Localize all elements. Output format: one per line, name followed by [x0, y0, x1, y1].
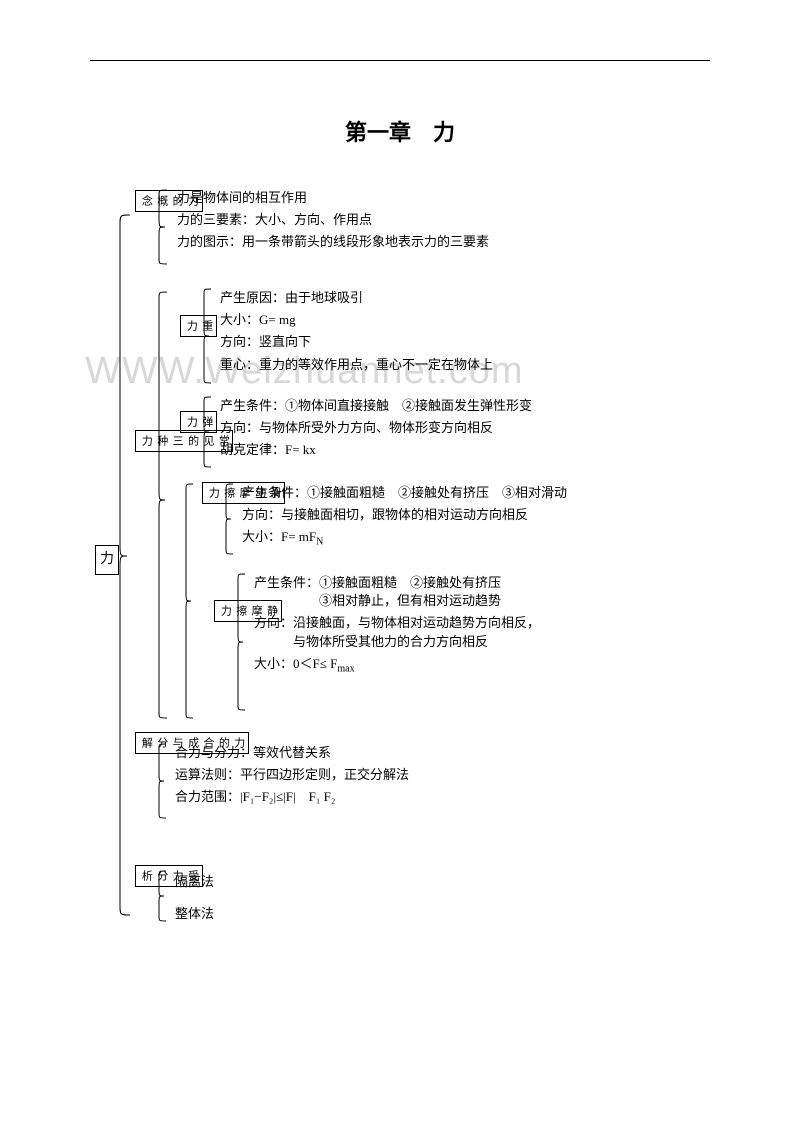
elastic-item: 胡克定律：F= kx	[220, 441, 690, 459]
concept-item: 力的图示：用一条带箭头的线段形象地表示力的三要素	[177, 233, 677, 251]
brace-static	[236, 572, 252, 712]
static-item: 产生条件：①接触面粗糙 ②接触处有挤压 ③相对静止，但有相对运动趋势	[254, 574, 694, 610]
composition-item: 合力与分力：等效代替关系	[175, 744, 635, 762]
brace-root-ticks	[117, 185, 147, 945]
brace-analysis	[157, 869, 173, 923]
label-three-forces: 常见的三种力	[135, 430, 233, 452]
gravity-item: 方向：竖直向下	[220, 333, 680, 351]
sliding-item: 产生条件：①接触面粗糙 ②接触处有挤压 ③相对滑动	[242, 484, 692, 502]
composition-item: 运算法则：平行四边形定则，正交分解法	[175, 766, 635, 784]
gravity-item: 大小：G= mg	[220, 311, 680, 329]
root-node: 力	[95, 545, 119, 575]
brace-friction	[184, 482, 200, 720]
elastic-item: 方向：与物体所受外力方向、物体形变方向相反	[220, 419, 690, 437]
brace-concept	[157, 188, 175, 266]
page-top-rule	[90, 60, 710, 61]
concept-item: 力是物体间的相互作用	[177, 189, 677, 207]
sliding-item: 大小：F= mFN	[242, 528, 692, 550]
chapter-title: 第一章 力	[0, 115, 800, 147]
static-item: 大小：0＜F≤ Fmax	[254, 655, 694, 677]
gravity-item: 重心：重力的等效作用点，重心不一定在物体上	[220, 356, 680, 374]
composition-item: 合力范围：|F₁−F₂|≤|F| F₁ F₂	[175, 788, 635, 806]
brace-composition	[157, 742, 173, 820]
gravity-item: 产生原因：由于地球吸引	[220, 289, 680, 307]
concept-item: 力的三要素：大小、方向、作用点	[177, 211, 677, 229]
brace-elastic	[202, 395, 218, 469]
brace-gravity	[202, 287, 218, 385]
elastic-item: 产生条件：①物体间直接接触 ②接触面发生弹性形变	[220, 397, 690, 415]
brace-sliding	[224, 482, 240, 556]
sliding-item: 方向：与接触面相切，跟物体的相对运动方向相反	[242, 506, 692, 524]
analysis-item: 隔离法	[175, 873, 375, 891]
brace-three-forces	[157, 290, 175, 720]
analysis-item: 整体法	[175, 905, 375, 923]
static-item: 方向：沿接触面，与物体相对运动趋势方向相反， 与物体所受其他力的合力方向相反	[254, 614, 694, 650]
